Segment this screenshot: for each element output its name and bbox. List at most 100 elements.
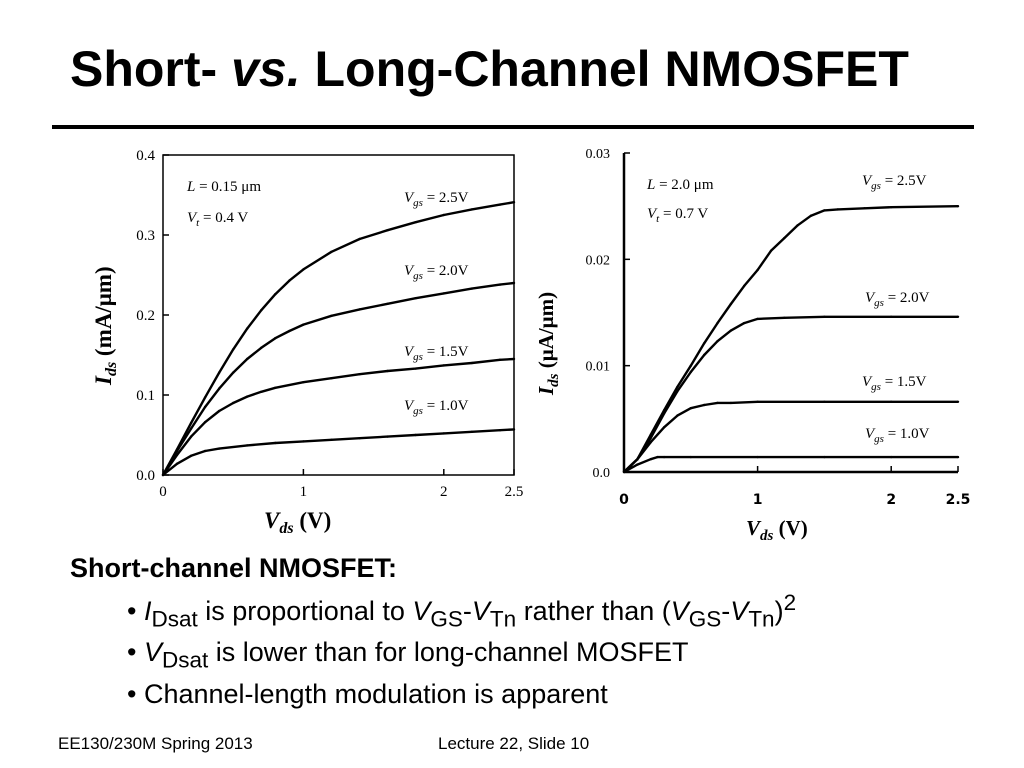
right-x-axis-label: Vds (V) <box>746 516 808 544</box>
right-series-0-point <box>783 236 786 240</box>
left-curves <box>161 201 516 477</box>
right-series-3-point <box>956 455 960 459</box>
right-series-1-point <box>716 340 719 343</box>
left-series-1-point <box>498 283 502 286</box>
right-series-0-point <box>836 208 839 211</box>
left-x-tick-label: 2 <box>440 484 448 500</box>
left-series-3-point <box>498 429 502 432</box>
left-series-1-point <box>203 405 207 409</box>
right-series-0-point <box>890 206 893 209</box>
left-series-0-point <box>414 221 417 224</box>
bullet-3: • Channel-length modulation is apparent <box>127 678 608 709</box>
left-series-0-point <box>358 237 361 241</box>
left-y-tick-label: 0.1 <box>136 388 155 404</box>
left-series-2-point <box>203 421 207 424</box>
right-series-1-point <box>662 412 666 415</box>
left-series-3-point <box>175 462 179 465</box>
right-series-3-point <box>689 455 692 459</box>
right-curves <box>622 205 960 474</box>
right-series-0-point <box>743 284 746 288</box>
right-series-3-point <box>890 455 893 459</box>
left-series-0-point <box>330 250 333 253</box>
left-series-1-point <box>175 449 179 453</box>
left-series-1-point <box>218 387 221 390</box>
right-y-tick-label: 0.01 <box>586 360 611 375</box>
left-series-0-point <box>203 396 207 399</box>
right-series-3-point <box>656 455 659 459</box>
left-series-2-point <box>330 377 333 380</box>
right-x-tick-label: 2 <box>886 492 896 508</box>
left-y-tick-label: 0.2 <box>136 308 155 324</box>
right-series-2-point <box>890 400 893 403</box>
right-series-3-point <box>649 458 652 461</box>
right-series-3-point <box>756 455 759 459</box>
left-series-3-point <box>218 447 221 450</box>
left-series-2-point <box>175 453 179 457</box>
left-series-3-point <box>470 430 474 433</box>
right-param-l: L = 2.0 μm <box>646 177 714 193</box>
left-series-3-point <box>274 441 277 445</box>
left-series-3 <box>162 428 515 476</box>
right-y-tick-label: 0.02 <box>586 253 611 268</box>
right-series-2-point <box>823 400 826 403</box>
right-series-2-point <box>676 414 679 417</box>
right-y-tick-label: 0.0 <box>593 466 611 481</box>
left-series-3-point <box>161 473 165 477</box>
left-legend-2-0: Vgs = 2.0V <box>404 263 469 282</box>
left-axes: 0.0 0.1 0.2 0.3 0.4 0 1 2 2.5 <box>136 148 523 500</box>
left-series-0 <box>161 201 515 476</box>
left-series-3-point <box>414 433 417 437</box>
left-series-1-point <box>386 302 389 305</box>
right-x-tick-label: 1 <box>753 492 763 508</box>
left-series-3-point <box>386 435 389 438</box>
right-x-tick-label: 2.5 <box>946 492 971 508</box>
right-param-vt: Vt = 0.7 V <box>647 206 708 225</box>
left-series-2-point <box>442 364 445 367</box>
left-series-3-point <box>189 454 193 457</box>
long-channel-chart: 0.0 0.01 0.02 0.03 0 1 2 2.5 L = 2.0 μm Vt = 0.… <box>534 147 970 544</box>
left-series-1-point <box>330 314 333 317</box>
right-series-2-point <box>636 458 639 461</box>
left-series-1-point <box>232 371 235 374</box>
footer-course: EE130/230M Spring 2013 <box>58 734 253 753</box>
left-series-0-point <box>232 348 235 351</box>
right-series-2-point <box>649 441 652 444</box>
right-series-0 <box>623 205 959 473</box>
left-x-tick-label: 2.5 <box>505 484 524 500</box>
left-param-vt: Vt = 0.4 V <box>187 210 248 229</box>
left-legend-1-5: Vgs = 1.5V <box>404 344 469 363</box>
right-series-0-point <box>676 385 679 389</box>
left-series-0-point <box>246 327 249 330</box>
left-series-2 <box>162 357 515 476</box>
left-series-1-point <box>442 292 445 295</box>
bullet-2: • VDsat is lower than for long-channel M… <box>127 637 689 673</box>
right-series-3-point <box>636 463 639 466</box>
left-x-tick-label: 0 <box>159 484 167 500</box>
left-x-tick-label: 1 <box>300 484 308 500</box>
right-series-2-point <box>662 426 666 429</box>
bullet-1: • IDsat is proportional to VGS-VTn rathe… <box>127 590 797 632</box>
title-part1: Short- <box>70 41 232 97</box>
right-series-2-point <box>703 403 706 407</box>
right-series-3-point <box>622 470 626 474</box>
left-y-tick-label: 0.3 <box>136 228 155 244</box>
left-series-2-point <box>470 361 474 365</box>
right-series-0-point <box>756 268 759 272</box>
right-axes: 0.0 0.01 0.02 0.03 0 1 2 2.5 <box>586 147 971 508</box>
right-series-0-point <box>689 364 692 367</box>
right-legend-2-5: Vgs = 2.5V <box>862 173 927 192</box>
left-series-3-point <box>512 428 516 431</box>
left-series-3-point <box>330 438 333 441</box>
right-series-2-point <box>716 401 719 405</box>
right-series-0-point <box>716 321 719 325</box>
short-channel-chart: 0.0 0.1 0.2 0.3 0.4 0 1 2 2.5 L = 0.15 μm Vt = 0… <box>91 148 523 537</box>
right-series-0-point <box>956 205 960 208</box>
left-series-0-point <box>386 229 389 232</box>
right-series-2-point <box>956 400 960 403</box>
left-series-0-point <box>302 268 305 271</box>
right-series-1-point <box>743 321 746 325</box>
left-series-1-point <box>470 287 474 290</box>
title-part3: Long-Channel NMOSFET <box>300 41 909 97</box>
left-series-2-point <box>358 373 361 376</box>
right-series-1-point <box>890 315 893 318</box>
